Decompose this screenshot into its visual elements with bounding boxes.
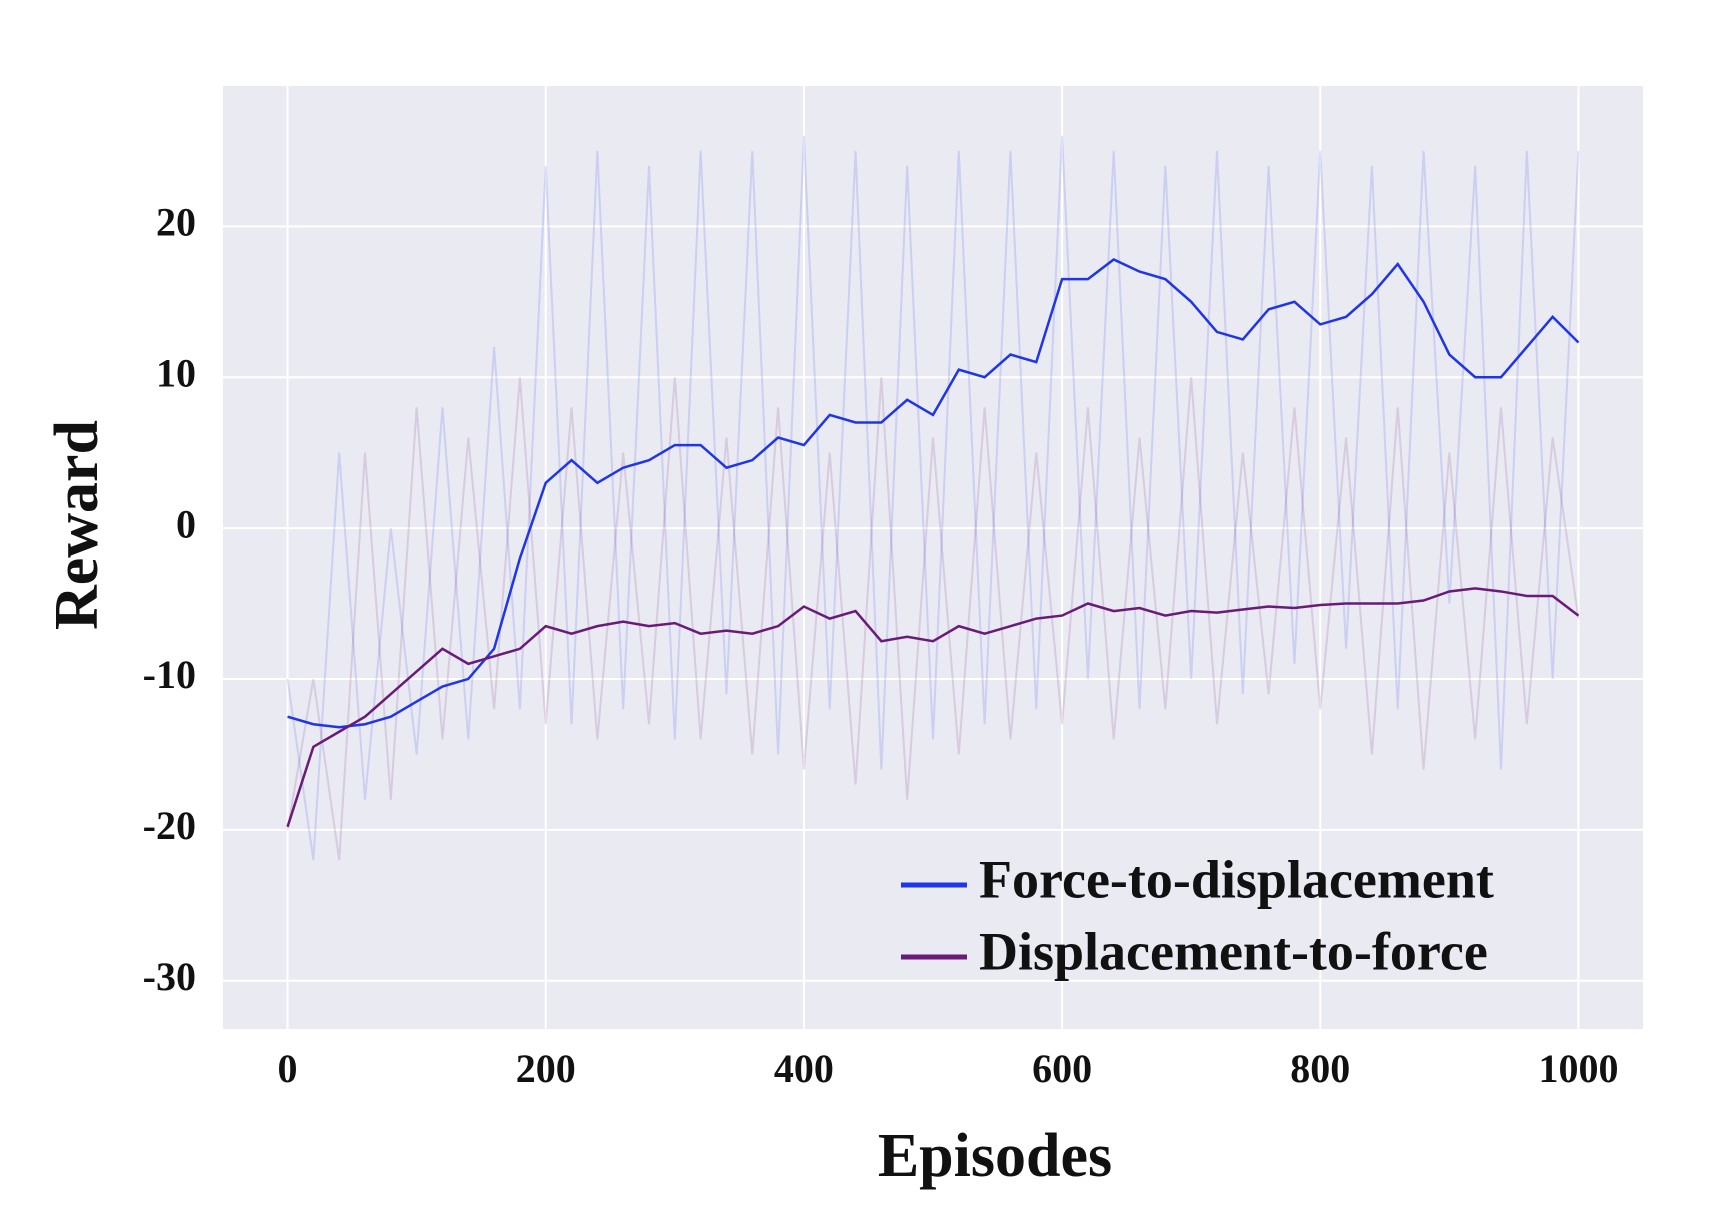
x-tick-label: 800 [1290, 1046, 1350, 1091]
y-tick-label: -20 [143, 803, 196, 848]
plot-background [223, 86, 1643, 1029]
x-tick-label: 0 [278, 1046, 298, 1091]
series-line [287, 258, 1580, 729]
x-axis-label: Episodes [878, 1122, 1112, 1190]
y-tick-label: -30 [143, 954, 196, 999]
y-tick-label: -10 [143, 652, 196, 697]
y-tick-label: 10 [156, 350, 196, 395]
legend-label: Displacement-to-force [979, 921, 1488, 981]
x-tick-label: 200 [516, 1046, 576, 1091]
y-axis-label: Reward [43, 420, 111, 630]
y-tick-label: 20 [156, 199, 196, 244]
x-tick-label: 1000 [1538, 1046, 1618, 1091]
series-line [286, 587, 1580, 828]
y-tick-label: 0 [176, 501, 196, 546]
x-tick-label: 400 [774, 1046, 834, 1091]
plot-area [223, 86, 1643, 1029]
x-tick-label: 600 [1032, 1046, 1092, 1091]
raw-line [286, 377, 1580, 861]
legend-label: Force-to-displacement [979, 849, 1494, 909]
raw-line [286, 135, 1580, 861]
